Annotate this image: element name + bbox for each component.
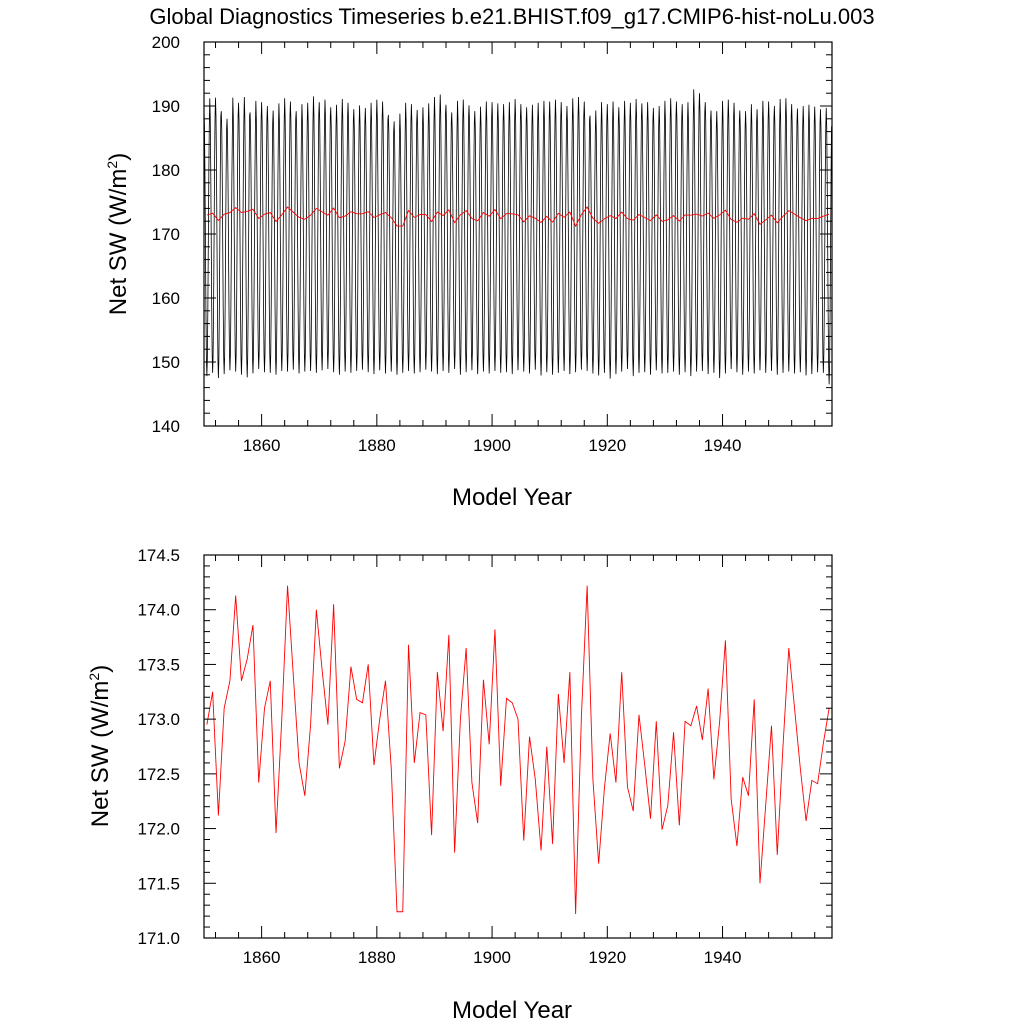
x-tick-label: 1880 xyxy=(358,948,396,967)
y-tick-label: 172.0 xyxy=(137,820,180,839)
y-tick-label: 190 xyxy=(152,97,180,116)
x-tick-label: 1860 xyxy=(243,436,281,455)
y-tick-label: 180 xyxy=(152,161,180,180)
bottom-chart-panel: 1860 1880 1900 1920 1940 171.0 171.5 172.0 172.5… xyxy=(86,546,833,1024)
y-tick-label: 160 xyxy=(152,289,180,308)
y-tick-label: 174.0 xyxy=(137,601,180,620)
x-tick-label: 1920 xyxy=(588,948,626,967)
series-monthly-line xyxy=(203,89,832,385)
y-tick-label: 174.5 xyxy=(137,546,180,565)
bottom-plot-area xyxy=(206,585,830,914)
x-tick-label: 1920 xyxy=(588,436,626,455)
series-annual-mean-line xyxy=(206,585,830,914)
y-tick-label: 173.5 xyxy=(137,655,180,674)
y-tick-label: 140 xyxy=(152,417,180,436)
top-x-axis-title: Model Year xyxy=(452,484,572,511)
y-tick-label: 173.0 xyxy=(137,710,180,729)
top-chart-panel: 1860 1880 1900 1920 1940 140 150 160 170 180 190 20… xyxy=(104,33,833,511)
y-tick-label: 172.5 xyxy=(137,765,180,784)
x-tick-label: 1940 xyxy=(704,436,742,455)
bottom-axis-ticks: 1860 1880 1900 1920 1940 171.0 171.5 172.0 172.5… xyxy=(137,546,832,967)
top-plot-area xyxy=(203,89,832,385)
y-tick-label: 171.0 xyxy=(137,929,180,948)
bottom-x-axis-title: Model Year xyxy=(452,997,572,1024)
y-tick-label: 171.5 xyxy=(137,874,180,893)
bottom-y-axis-title: Net SW (W/m2) xyxy=(86,665,114,827)
series-annual-mean-line xyxy=(206,206,830,228)
bottom-plot-frame xyxy=(203,554,833,939)
y-tick-label: 170 xyxy=(152,225,180,244)
x-tick-label: 1940 xyxy=(704,948,742,967)
x-tick-label: 1860 xyxy=(243,948,281,967)
top-y-axis-title: Net SW (W/m2) xyxy=(104,153,132,315)
x-tick-label: 1900 xyxy=(473,948,511,967)
figure-title: Global Diagnostics Timeseries b.e21.BHIS… xyxy=(149,4,874,29)
top-axis-ticks: 1860 1880 1900 1920 1940 140 150 160 170 180 190 20… xyxy=(152,33,832,455)
y-tick-label: 200 xyxy=(152,33,180,52)
x-tick-label: 1880 xyxy=(358,436,396,455)
x-tick-label: 1900 xyxy=(473,436,511,455)
y-tick-label: 150 xyxy=(152,353,180,372)
